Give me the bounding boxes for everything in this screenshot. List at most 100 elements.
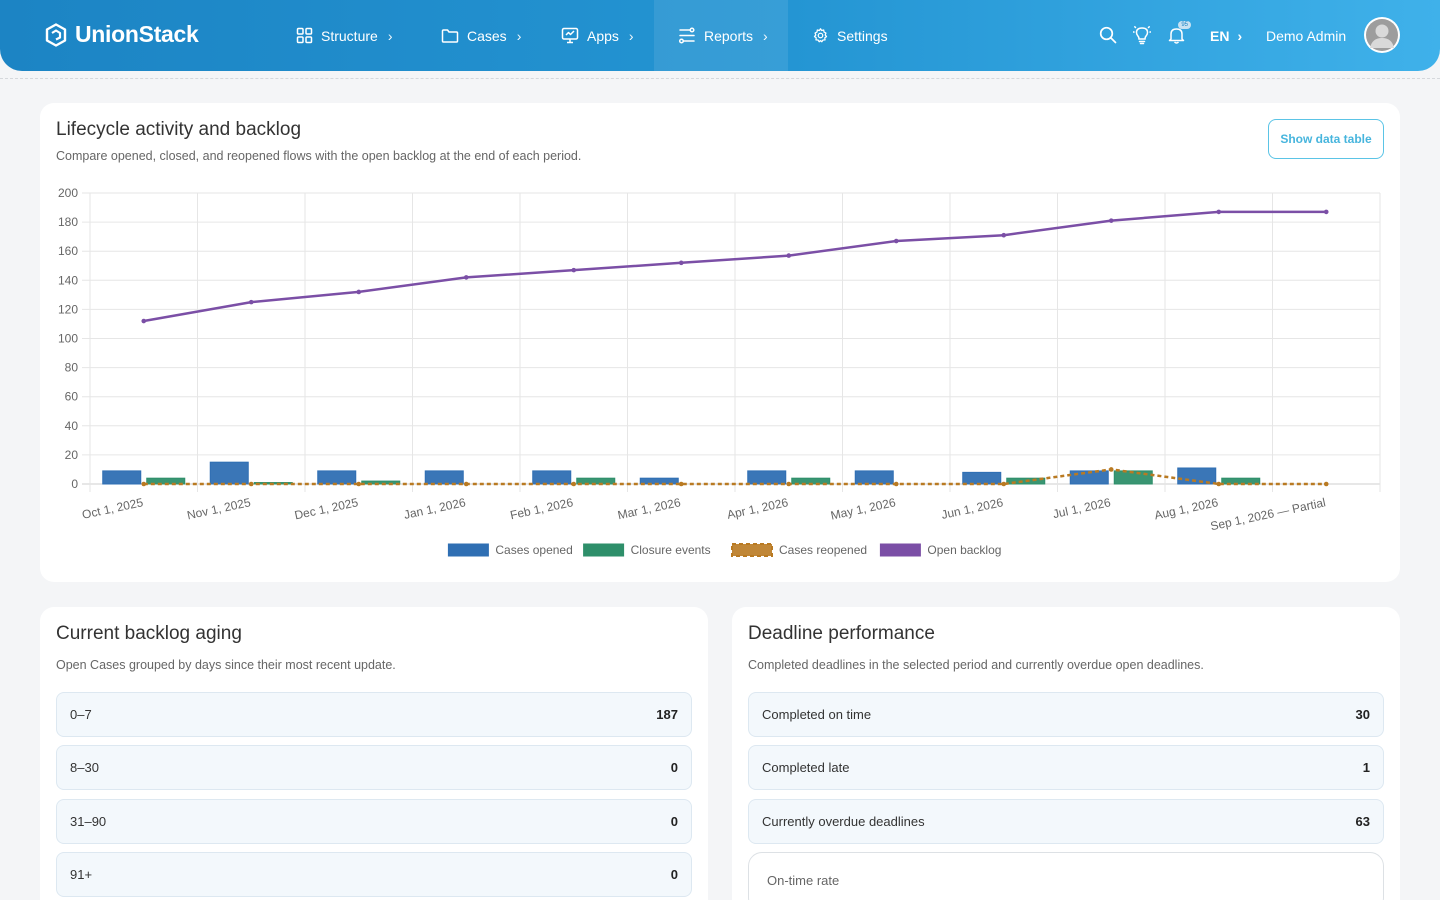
data-point xyxy=(1108,218,1114,223)
bar-cases-opened xyxy=(747,470,787,485)
y-tick-label: 140 xyxy=(58,273,78,287)
user-avatar-icon xyxy=(1366,19,1398,51)
data-point xyxy=(1323,209,1329,215)
series-line-open-backlog xyxy=(143,210,1327,323)
aging-title: Current backlog aging xyxy=(56,623,242,644)
data-point xyxy=(1323,481,1329,487)
brand-name: UnionStack xyxy=(75,21,199,47)
deadline-title: Deadline performance xyxy=(748,623,935,644)
x-tick-label: Jul 1, 2026 xyxy=(1052,495,1113,521)
gear-icon xyxy=(813,28,828,43)
aging-row: 8–30 0 xyxy=(56,745,692,790)
bar-cases-opened xyxy=(1069,470,1109,485)
data-point xyxy=(1001,481,1007,487)
y-tick-label: 80 xyxy=(65,361,79,375)
aging-row-label: 91+ xyxy=(70,867,93,882)
bar-cases-opened xyxy=(962,471,1002,485)
nav-settings[interactable]: Settings xyxy=(812,0,888,71)
aging-row: 0–7 187 xyxy=(56,692,692,737)
lifecycle-title: Lifecycle activity and backlog xyxy=(56,119,302,140)
chevron-right-icon: › xyxy=(763,27,768,44)
notifications-button[interactable]: 95 xyxy=(1165,21,1191,46)
data-point xyxy=(141,481,147,487)
x-tick-label: Aug 1, 2026 xyxy=(1153,495,1220,522)
x-tick-label: Oct 1, 2025 xyxy=(81,495,145,522)
aging-row-label: 31–90 xyxy=(70,814,107,829)
brand-logo[interactable]: UnionStack xyxy=(45,21,199,48)
y-tick-label: 180 xyxy=(58,215,78,229)
nav-structure[interactable]: Structure › xyxy=(296,0,392,71)
legend-label: Open backlog xyxy=(927,543,1001,557)
notification-badge: 95 xyxy=(1178,21,1191,29)
data-point xyxy=(786,253,792,258)
user-name[interactable]: Demo Admin xyxy=(1266,27,1347,44)
data-point xyxy=(248,481,254,487)
data-point xyxy=(248,299,254,305)
deadline-row-value: 1 xyxy=(1362,760,1370,775)
nav-cases-label: Cases xyxy=(467,27,507,44)
aging-row-label: 8–30 xyxy=(70,760,99,775)
chevron-right-icon: › xyxy=(1237,27,1243,44)
aging-row-value: 0 xyxy=(670,814,678,829)
bar-cases-opened xyxy=(209,461,249,485)
legend-swatch xyxy=(447,543,489,557)
y-tick-label: 0 xyxy=(71,477,78,491)
bar-closure-events xyxy=(361,480,401,485)
lifecycle-subtitle: Compare opened, closed, and reopened flo… xyxy=(56,149,582,163)
data-point xyxy=(463,275,469,280)
data-point xyxy=(893,238,899,244)
data-point xyxy=(678,481,684,487)
show-data-table-button[interactable]: Show data table xyxy=(1268,119,1384,159)
data-point xyxy=(1001,232,1007,238)
data-point xyxy=(141,318,147,324)
bar-cases-opened xyxy=(532,470,572,485)
avatar[interactable] xyxy=(1364,17,1400,53)
deadline-row-label: Completed late xyxy=(762,760,850,775)
on-time-rate-box: On-time rate xyxy=(748,852,1384,900)
y-tick-label: 200 xyxy=(58,186,78,200)
chevron-right-icon: › xyxy=(387,27,393,44)
bar-cases-opened xyxy=(102,470,142,485)
chevron-right-icon: › xyxy=(628,27,634,44)
lifecycle-chart: 0 20 40 60 80 100 120 140 160 180 200 Oct 1, 2025 No… xyxy=(58,186,1381,557)
aging-row: 91+ 0 xyxy=(56,852,692,897)
y-tick-label: 120 xyxy=(58,302,78,316)
x-tick-label: Jan 1, 2026 xyxy=(403,495,468,522)
nav-cases[interactable]: Cases › xyxy=(441,0,521,71)
bell-icon xyxy=(1168,28,1184,44)
monitor-icon xyxy=(561,27,579,44)
y-tick-label: 60 xyxy=(65,390,79,404)
folder-icon xyxy=(441,28,459,43)
aging-row-value: 0 xyxy=(670,867,678,882)
top-navbar: UnionStack Structure › Cases › Apps › Re… xyxy=(0,0,1440,71)
nav-apps-label: Apps xyxy=(587,27,619,44)
y-tick-label: 20 xyxy=(65,448,79,462)
aging-row-label: 0–7 xyxy=(70,707,92,722)
search-button[interactable] xyxy=(1097,24,1119,46)
x-tick-label: May 1, 2026 xyxy=(829,495,897,522)
data-point xyxy=(1216,481,1222,487)
aging-row-value: 0 xyxy=(670,760,678,775)
divider xyxy=(0,78,1440,79)
nav-apps[interactable]: Apps › xyxy=(561,0,634,71)
language-label: EN xyxy=(1210,27,1230,44)
deadline-row-value: 30 xyxy=(1355,707,1370,722)
deadline-performance-card: Deadline performance Completed deadlines… xyxy=(732,607,1400,900)
grid-icon xyxy=(296,27,313,44)
bar-closure-events xyxy=(1113,470,1153,485)
aging-subtitle: Open Cases grouped by days since their m… xyxy=(56,658,396,672)
chevron-right-icon: › xyxy=(516,27,522,44)
data-point xyxy=(463,481,469,487)
bar-cases-opened xyxy=(854,470,894,485)
y-tick-label: 40 xyxy=(65,419,79,433)
aging-row: 31–90 0 xyxy=(56,799,692,844)
legend-label: Cases reopened xyxy=(779,543,867,557)
language-selector[interactable]: EN › xyxy=(1210,0,1242,71)
data-point xyxy=(786,481,792,487)
aging-row-value: 187 xyxy=(656,707,678,722)
nav-reports[interactable]: Reports › xyxy=(654,0,788,71)
deadline-row-label: Currently overdue deadlines xyxy=(762,814,925,829)
nav-structure-label: Structure xyxy=(321,27,378,44)
tips-button[interactable] xyxy=(1131,24,1153,46)
bar-closure-events xyxy=(1221,477,1261,485)
